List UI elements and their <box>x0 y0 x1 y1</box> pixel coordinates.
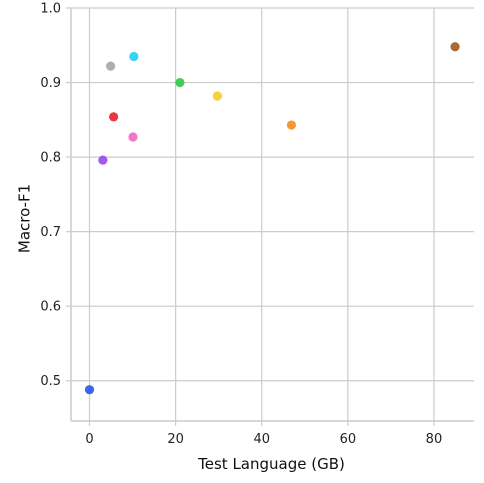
data-points <box>85 42 460 394</box>
axes-spines <box>71 8 474 421</box>
y-tick-label: 0.5 <box>40 374 61 389</box>
y-tick-label: 0.9 <box>40 76 61 91</box>
x-tick-label: 80 <box>426 432 443 447</box>
y-tick-label: 0.6 <box>40 300 61 315</box>
scatter-point <box>450 42 459 51</box>
scatter-point <box>129 52 138 61</box>
scatter-point <box>175 78 184 87</box>
y-axis-label: Macro-F1 <box>15 184 33 253</box>
y-tick-label: 0.7 <box>40 225 61 240</box>
scatter-point <box>213 91 222 100</box>
scatter-point <box>287 120 296 129</box>
scatter-point <box>128 132 137 141</box>
x-tick-label: 40 <box>253 432 270 447</box>
scatter-point <box>106 62 115 71</box>
y-tick-label: 1.0 <box>40 2 61 17</box>
grid <box>71 8 474 421</box>
x-axis-label: Test Language (GB) <box>197 455 345 473</box>
x-tick-label: 60 <box>340 432 357 447</box>
x-tick-label: 0 <box>85 432 93 447</box>
scatter-point <box>98 155 107 164</box>
x-tick-label: 20 <box>167 432 184 447</box>
scatter-point <box>109 112 118 121</box>
scatter-point <box>85 385 94 394</box>
y-tick-label: 0.8 <box>40 151 61 166</box>
